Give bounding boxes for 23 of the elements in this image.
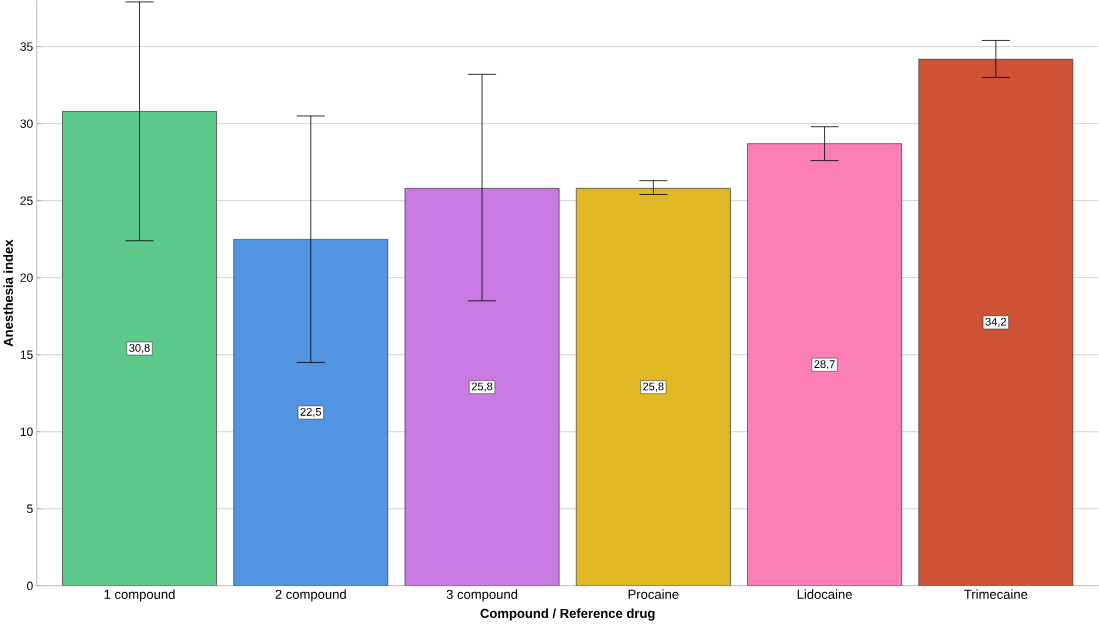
y-tick-label: 10 bbox=[20, 427, 33, 437]
x-tick-label: Procaine bbox=[628, 589, 679, 599]
data-label: 25,8 bbox=[471, 382, 493, 392]
y-tick-label: 25 bbox=[20, 196, 33, 205]
data-label: 25,8 bbox=[643, 382, 664, 392]
y-axis-title: Anesthesia index bbox=[3, 239, 13, 347]
bar bbox=[62, 110, 217, 586]
y-tick-label: 5 bbox=[27, 504, 33, 513]
data-label: 30,8 bbox=[129, 344, 150, 354]
data-label: 28,7 bbox=[814, 360, 835, 370]
x-tick-label: 3 compound bbox=[446, 589, 518, 602]
x-axis-title: Compound / Reference drug bbox=[480, 608, 655, 621]
data-label: 34,2 bbox=[985, 317, 1007, 327]
x-tick-label: Trimecaine bbox=[964, 589, 1028, 599]
y-tick-label: 20 bbox=[20, 273, 33, 282]
y-tick-label: 15 bbox=[20, 350, 33, 359]
y-tick-label: 35 bbox=[20, 42, 33, 51]
x-tick-label: 1 compound bbox=[104, 589, 175, 602]
data-label: 22,5 bbox=[300, 407, 322, 418]
y-tick-label: 30 bbox=[20, 119, 33, 128]
y-tick-label: 0 bbox=[26, 581, 33, 591]
x-tick-label: Lidocaine bbox=[797, 589, 852, 599]
x-tick-label: 2 compound bbox=[275, 589, 346, 602]
